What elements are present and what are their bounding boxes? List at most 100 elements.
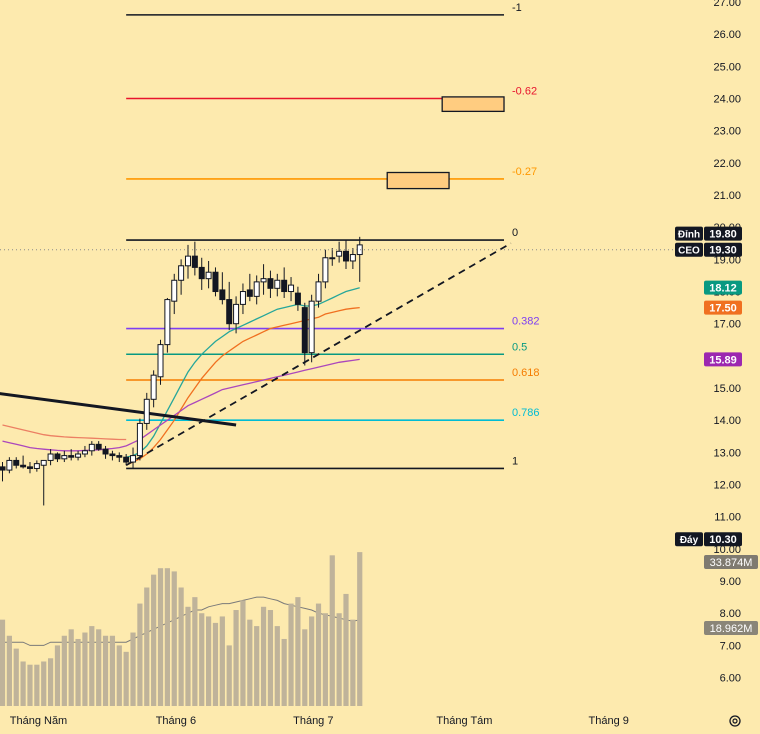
candle-body (253, 281, 260, 297)
volume-marker-badge (704, 555, 758, 569)
fib-level-label: -0.27 (512, 166, 537, 178)
fib-level-label: 0 (512, 227, 518, 239)
volume-bar (123, 651, 129, 706)
volume-bar (61, 635, 67, 706)
candle-body (267, 278, 274, 289)
candle (274, 273, 281, 297)
volume-bar (260, 606, 267, 706)
volume-bar (336, 613, 342, 706)
fib-level-label: 1 (512, 455, 518, 467)
volume-bar (171, 571, 177, 706)
volume-bar (288, 603, 294, 706)
price-axis[interactable]: 27.0026.0025.0024.0023.0022.0021.0020.00… (713, 0, 741, 685)
candle (109, 450, 116, 461)
volume-bar (144, 587, 150, 706)
price-tick-label: 12.00 (713, 480, 741, 492)
volume-bar (322, 613, 328, 706)
volume-bar (247, 619, 253, 706)
volume-bar (54, 645, 61, 706)
volume-bar (89, 626, 95, 706)
candle-body (102, 448, 109, 455)
candle-layer (0, 236, 363, 506)
candle (13, 457, 20, 469)
candle-body (75, 453, 82, 458)
fibonacci-layer[interactable]: -1 -0.62 -0.27 0 0.382 0.5 0.618 0.786 1 (126, 2, 540, 470)
candle-body (47, 453, 54, 461)
candle (260, 264, 267, 295)
fib-level-label: 0.786 (512, 407, 540, 419)
volume-bar (20, 661, 26, 706)
price-tick-label: 27.00 (713, 0, 741, 9)
price-marker-tag: CEO (678, 246, 700, 257)
target-box[interactable] (386, 171, 450, 190)
candle-body (109, 453, 116, 457)
volume-bar (281, 638, 287, 706)
price-marker-badge (704, 300, 742, 315)
volume-bar (82, 632, 88, 706)
price-marker-value: 19.80 (709, 229, 737, 241)
candle (81, 445, 88, 458)
candle (315, 273, 322, 308)
volume-bar (109, 635, 116, 706)
candle-body (184, 255, 191, 267)
price-tick-label: 23.00 (713, 126, 741, 138)
candle (40, 459, 47, 506)
candle-body (33, 463, 40, 469)
downtrend-line[interactable] (0, 391, 237, 427)
volume-bar (357, 552, 363, 706)
time-tick-label: Tháng 6 (156, 715, 196, 727)
candle (143, 392, 150, 430)
price-marker-tag-badge (675, 532, 703, 547)
candle (164, 297, 171, 353)
price-marker-value: 10.30 (709, 534, 737, 546)
candle (219, 272, 226, 305)
price-tick-label: 14.00 (713, 415, 741, 427)
fib-level-label: -1 (512, 2, 522, 14)
volume-bar (137, 603, 143, 706)
candle-body (26, 466, 33, 469)
trendline-layer[interactable] (0, 242, 512, 467)
volume-bar (27, 664, 33, 706)
moving-average-line (125, 306, 360, 466)
fib-level-label: 0.5 (512, 341, 527, 353)
candle (184, 244, 191, 279)
price-marker-tag: Đáy (680, 535, 699, 546)
candle-body (294, 292, 301, 305)
candle-body (356, 244, 363, 256)
volume-bar (302, 629, 308, 706)
candle-body (61, 455, 68, 460)
price-tick-label: 24.00 (713, 94, 741, 106)
candle (356, 236, 363, 282)
target-box-layer[interactable] (386, 96, 505, 190)
candle-body (301, 307, 308, 354)
price-marker: 10.30 Đáy (675, 532, 742, 547)
candle-body (40, 459, 47, 466)
volume-bar (6, 635, 12, 706)
candle-body (349, 254, 356, 262)
candle (198, 257, 205, 290)
candle-body (281, 279, 288, 293)
volume-bar (350, 619, 356, 706)
candle (116, 452, 123, 463)
time-axis[interactable]: Tháng Năm Tháng 6 Tháng 7 Tháng Tám Tháng 9 (10, 715, 629, 727)
volume-bar (157, 568, 164, 706)
candle-body (198, 266, 205, 280)
target-box[interactable] (441, 96, 505, 113)
candle (88, 441, 95, 456)
candle (294, 286, 301, 311)
volume-bar (34, 664, 40, 706)
fib-level-label: 0.618 (512, 367, 540, 379)
price-markers: 19.80 Đỉnh 19.30 CEO 18.12 17.50 15.89 10.30 Đáy… (675, 226, 758, 635)
volume-marker-value: 33.874M (710, 557, 753, 569)
price-tick-label: 13.00 (713, 447, 741, 459)
uptrend-line[interactable] (125, 242, 512, 467)
settings-gear-icon[interactable] (729, 715, 741, 727)
price-tick-label: 22.00 (713, 158, 741, 170)
candle-body (6, 459, 13, 471)
moving-average-line (2, 358, 360, 452)
candle-body (226, 299, 233, 325)
volume-bar (185, 606, 191, 706)
price-marker-badge (704, 280, 742, 295)
